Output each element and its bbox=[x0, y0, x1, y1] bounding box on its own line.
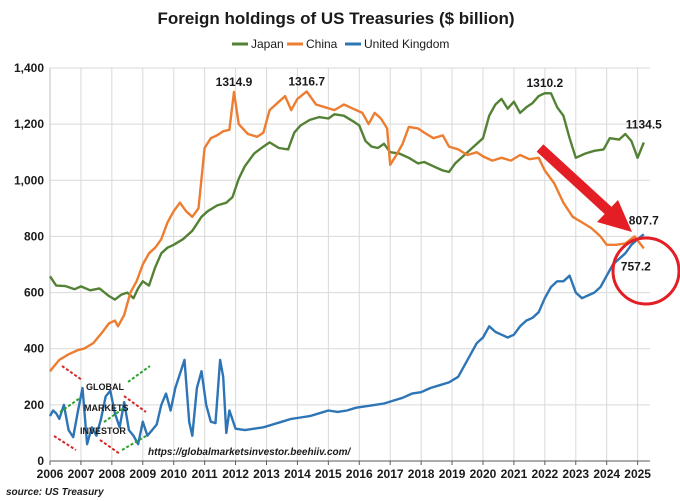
x-tick-label: 2019 bbox=[439, 467, 466, 481]
logo-word-investor: INVESTOR bbox=[80, 426, 126, 436]
series-line-united-kingdom bbox=[48, 233, 645, 446]
y-tick-label: 1,000 bbox=[14, 173, 44, 187]
axes: 0 200 400 600 800 1,000 1,200 1,400 2006 2007 2008… bbox=[14, 61, 651, 481]
logo-arrow-0 bbox=[127, 365, 151, 383]
x-tick-label: 2016 bbox=[346, 467, 373, 481]
red-arrow-head bbox=[597, 200, 632, 232]
y-tick-label: 400 bbox=[24, 342, 44, 356]
annotations: 1314.9 1316.7 1310.2 1134.5 807.7 757.2 bbox=[216, 74, 662, 273]
x-tick-label: 2006 bbox=[37, 467, 64, 481]
series-layer bbox=[48, 90, 645, 446]
x-tick-label: 2008 bbox=[99, 467, 126, 481]
y-tick-label: 1,200 bbox=[14, 117, 44, 131]
highlight-layer bbox=[536, 144, 680, 306]
legend-label-united-kingdom: United Kingdom bbox=[364, 37, 449, 51]
y-tick-label: 600 bbox=[24, 286, 44, 300]
x-tick-label: 2010 bbox=[160, 467, 187, 481]
data-label-1310-2: 1310.2 bbox=[526, 76, 563, 90]
legend: Japan China United Kingdom bbox=[232, 37, 449, 51]
logo-arrow-4 bbox=[61, 365, 83, 381]
x-tick-label: 2015 bbox=[315, 467, 342, 481]
y-tick-label: 200 bbox=[24, 398, 44, 412]
logo-word-global: GLOBAL bbox=[86, 382, 124, 392]
x-tick-label: 2009 bbox=[129, 467, 156, 481]
y-tick-label: 0 bbox=[37, 454, 44, 468]
red-arrow-shaft bbox=[536, 144, 616, 218]
data-label-757-2: 757.2 bbox=[621, 259, 651, 273]
data-label-807-7: 807.7 bbox=[629, 213, 659, 227]
data-label-1316-7: 1316.7 bbox=[288, 74, 325, 88]
legend-label-china: China bbox=[306, 37, 338, 51]
x-tick-label: 2007 bbox=[68, 467, 95, 481]
x-tick-label: 2013 bbox=[253, 467, 280, 481]
chart-title: Foreign holdings of US Treasuries ($ bil… bbox=[157, 9, 514, 28]
x-tick-label: 2012 bbox=[222, 467, 249, 481]
x-tick-label: 2025 bbox=[624, 467, 651, 481]
x-tick-label: 2014 bbox=[284, 467, 311, 481]
x-tick-label: 2017 bbox=[377, 467, 404, 481]
x-tick-label: 2018 bbox=[408, 467, 435, 481]
red-highlight-circle bbox=[611, 236, 680, 306]
x-tick-label: 2021 bbox=[501, 467, 528, 481]
logo-arrow-1 bbox=[59, 397, 81, 413]
gridlines bbox=[49, 67, 650, 462]
logo-arrow-2 bbox=[103, 407, 125, 423]
y-tick-label: 1,400 bbox=[14, 61, 44, 75]
logo-word-markets: MARKETS bbox=[84, 403, 129, 413]
x-tick-label: 2020 bbox=[470, 467, 497, 481]
logo-arrow-5 bbox=[123, 395, 147, 413]
logo-arrow-6 bbox=[53, 435, 77, 451]
y-tick-label: 800 bbox=[24, 229, 44, 243]
logo-arrow-7 bbox=[99, 439, 121, 455]
legend-label-japan: Japan bbox=[251, 37, 284, 51]
data-label-1134-5: 1134.5 bbox=[626, 118, 662, 132]
x-tick-label: 2011 bbox=[192, 467, 218, 481]
x-tick-label: 2022 bbox=[531, 467, 558, 481]
x-tick-label: 2023 bbox=[562, 467, 589, 481]
series-line-china bbox=[49, 90, 645, 372]
series-line-japan bbox=[49, 91, 645, 301]
data-label-1314-9: 1314.9 bbox=[216, 75, 253, 89]
source-url: https://globalmarketsinvestor.beehiiv.co… bbox=[148, 447, 352, 458]
global-markets-investor-logo: GLOBAL MARKETS INVESTOR bbox=[53, 365, 151, 455]
x-tick-label: 2024 bbox=[593, 467, 620, 481]
source-note: source: US Treasury bbox=[6, 487, 104, 498]
